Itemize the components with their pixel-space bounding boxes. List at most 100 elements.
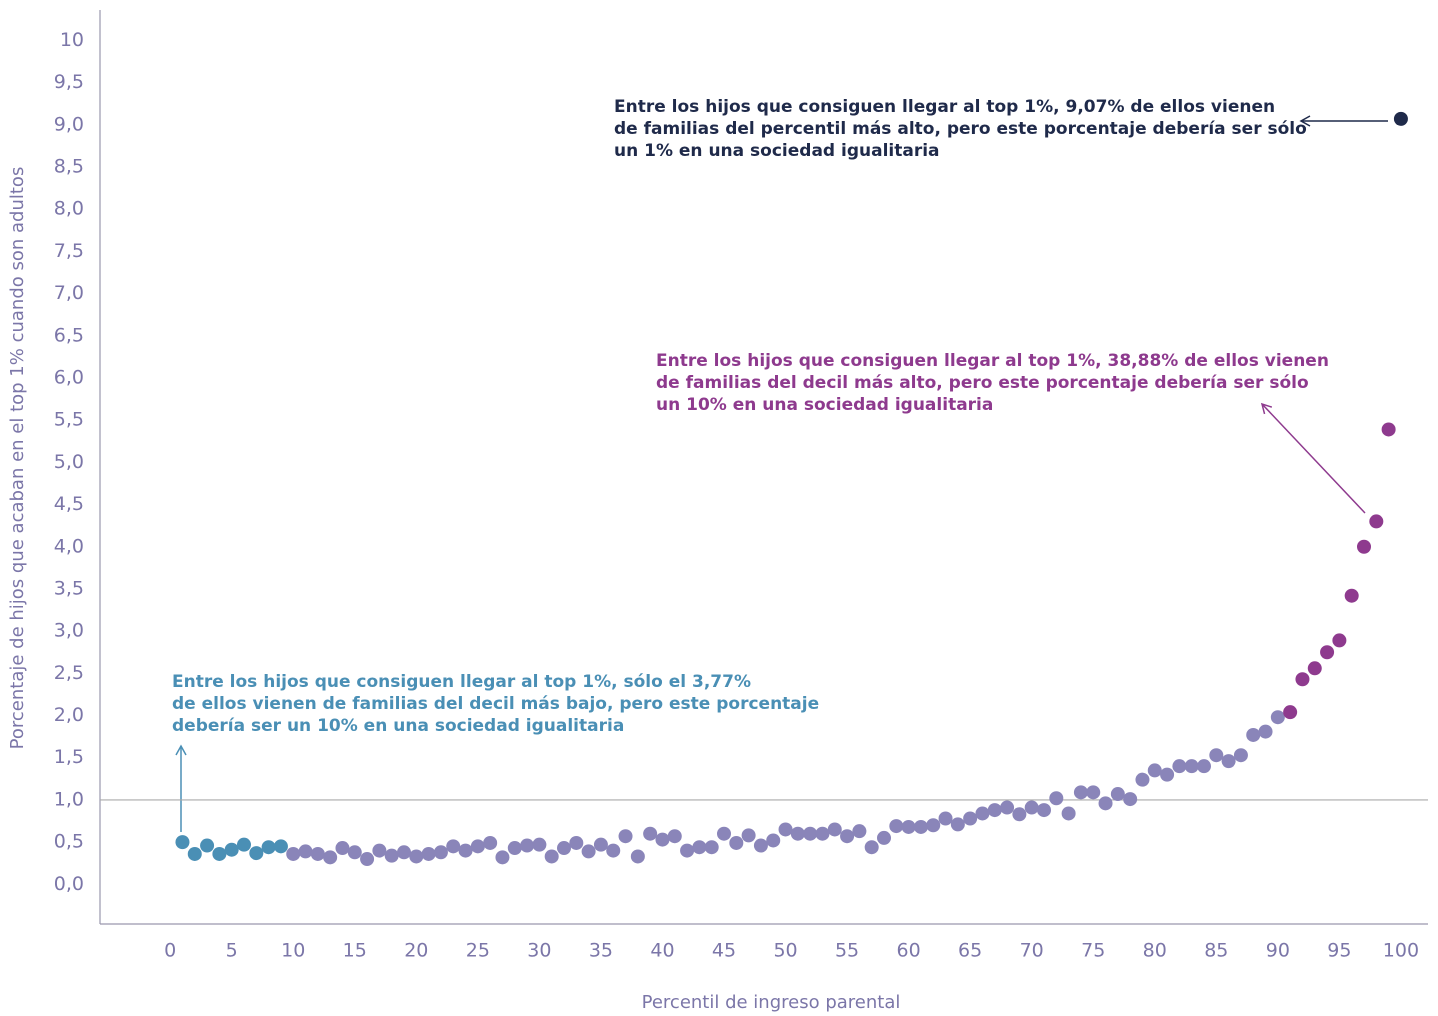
point xyxy=(1073,785,1088,800)
point xyxy=(557,841,571,856)
point xyxy=(347,845,362,860)
point xyxy=(310,846,325,861)
point xyxy=(1270,710,1285,725)
point xyxy=(975,806,990,821)
point xyxy=(1024,800,1039,815)
annotation: Entre los hijos que consiguen llegar al … xyxy=(172,672,751,692)
y-tick-label: 0,0 xyxy=(54,873,84,895)
x-axis-title: Percentil de ingreso parental xyxy=(642,992,901,1013)
point xyxy=(753,838,768,853)
x-tick-label: 55 xyxy=(835,940,859,962)
x-tick-label: 70 xyxy=(1020,940,1044,962)
annotation: un 10% en una sociedad igualitaria xyxy=(656,395,993,415)
x-tick-label: 20 xyxy=(404,940,428,962)
x-tick-label: 15 xyxy=(343,940,367,962)
point xyxy=(224,842,239,857)
point xyxy=(950,817,965,832)
point xyxy=(729,835,744,850)
point xyxy=(1393,111,1408,126)
point xyxy=(618,829,633,844)
point xyxy=(569,835,584,850)
point xyxy=(1381,422,1396,437)
point xyxy=(581,844,596,859)
point xyxy=(397,845,411,860)
x-tick-label: 30 xyxy=(527,940,551,962)
point xyxy=(704,840,719,855)
y-tick-label: 9,0 xyxy=(54,113,84,135)
y-tick-label: 4,0 xyxy=(54,535,84,557)
point xyxy=(1344,588,1359,603)
y-tick-label: 2,5 xyxy=(54,662,84,684)
point xyxy=(877,830,891,845)
annotation: de ellos vienen de familias del decil má… xyxy=(172,694,819,714)
point xyxy=(273,839,288,854)
point xyxy=(1012,807,1027,822)
point xyxy=(889,819,904,834)
point xyxy=(926,818,941,833)
point xyxy=(212,846,227,861)
point xyxy=(987,803,1002,818)
annotation: Entre los hijos que consiguen llegar al … xyxy=(614,97,1275,117)
point xyxy=(507,841,522,856)
point xyxy=(864,840,879,855)
annotation: debería ser un 10% en una sociedad igual… xyxy=(172,716,624,736)
point xyxy=(630,849,645,864)
point xyxy=(852,824,867,839)
annotation: un 1% en una sociedad igualitaria xyxy=(614,141,940,161)
point xyxy=(532,837,547,852)
y-tick-label: 3,5 xyxy=(54,577,84,599)
y-tick-label: 7,5 xyxy=(54,240,84,262)
y-tick-label: 5,5 xyxy=(54,409,84,431)
point xyxy=(544,849,559,864)
point xyxy=(1049,791,1064,806)
annotation: de familias del percentil más alto, pero… xyxy=(614,119,1307,139)
point xyxy=(1320,645,1335,660)
y-tick-label: 1,0 xyxy=(54,788,84,810)
x-tick-label: 65 xyxy=(958,940,982,962)
x-tick-label: 5 xyxy=(226,940,238,962)
point xyxy=(1098,796,1113,811)
point xyxy=(1295,672,1310,687)
annotation: de familias del decil más alto, pero est… xyxy=(656,373,1309,393)
x-tick-label: 10 xyxy=(281,940,305,962)
y-tick-label: 10 xyxy=(60,29,84,51)
point xyxy=(667,829,682,844)
point xyxy=(372,843,387,858)
point xyxy=(360,852,375,867)
point xyxy=(1307,661,1322,676)
point xyxy=(495,850,510,865)
x-tick-label: 0 xyxy=(164,940,176,962)
point xyxy=(409,849,424,864)
point xyxy=(901,819,916,834)
point xyxy=(446,839,461,854)
point xyxy=(1172,759,1187,774)
y-tick-label: 3,0 xyxy=(54,620,84,642)
point xyxy=(1357,539,1371,554)
point xyxy=(323,850,338,865)
point xyxy=(1221,754,1236,769)
point xyxy=(606,843,621,858)
arrow xyxy=(1260,402,1366,514)
point xyxy=(1000,800,1015,815)
point xyxy=(1369,514,1384,529)
y-tick-label: 2,0 xyxy=(54,704,84,726)
point xyxy=(421,846,436,861)
point xyxy=(593,837,608,852)
y-axis-title: Porcentaje de hijos que acaban en el top… xyxy=(7,167,28,750)
x-tick-label: 75 xyxy=(1081,940,1105,962)
point xyxy=(249,846,264,861)
x-tick-label: 45 xyxy=(712,940,736,962)
y-tick-label: 4,5 xyxy=(54,493,84,515)
point xyxy=(1110,787,1125,802)
y-tick-label: 7,0 xyxy=(54,282,84,304)
y-tick-label: 6,5 xyxy=(54,324,84,346)
point xyxy=(1197,759,1211,774)
x-tick-label: 95 xyxy=(1327,940,1351,962)
point xyxy=(1160,767,1175,782)
point xyxy=(286,846,301,861)
x-tick-label: 40 xyxy=(650,940,674,962)
point xyxy=(1123,792,1138,807)
point xyxy=(680,843,695,858)
point xyxy=(840,829,855,844)
